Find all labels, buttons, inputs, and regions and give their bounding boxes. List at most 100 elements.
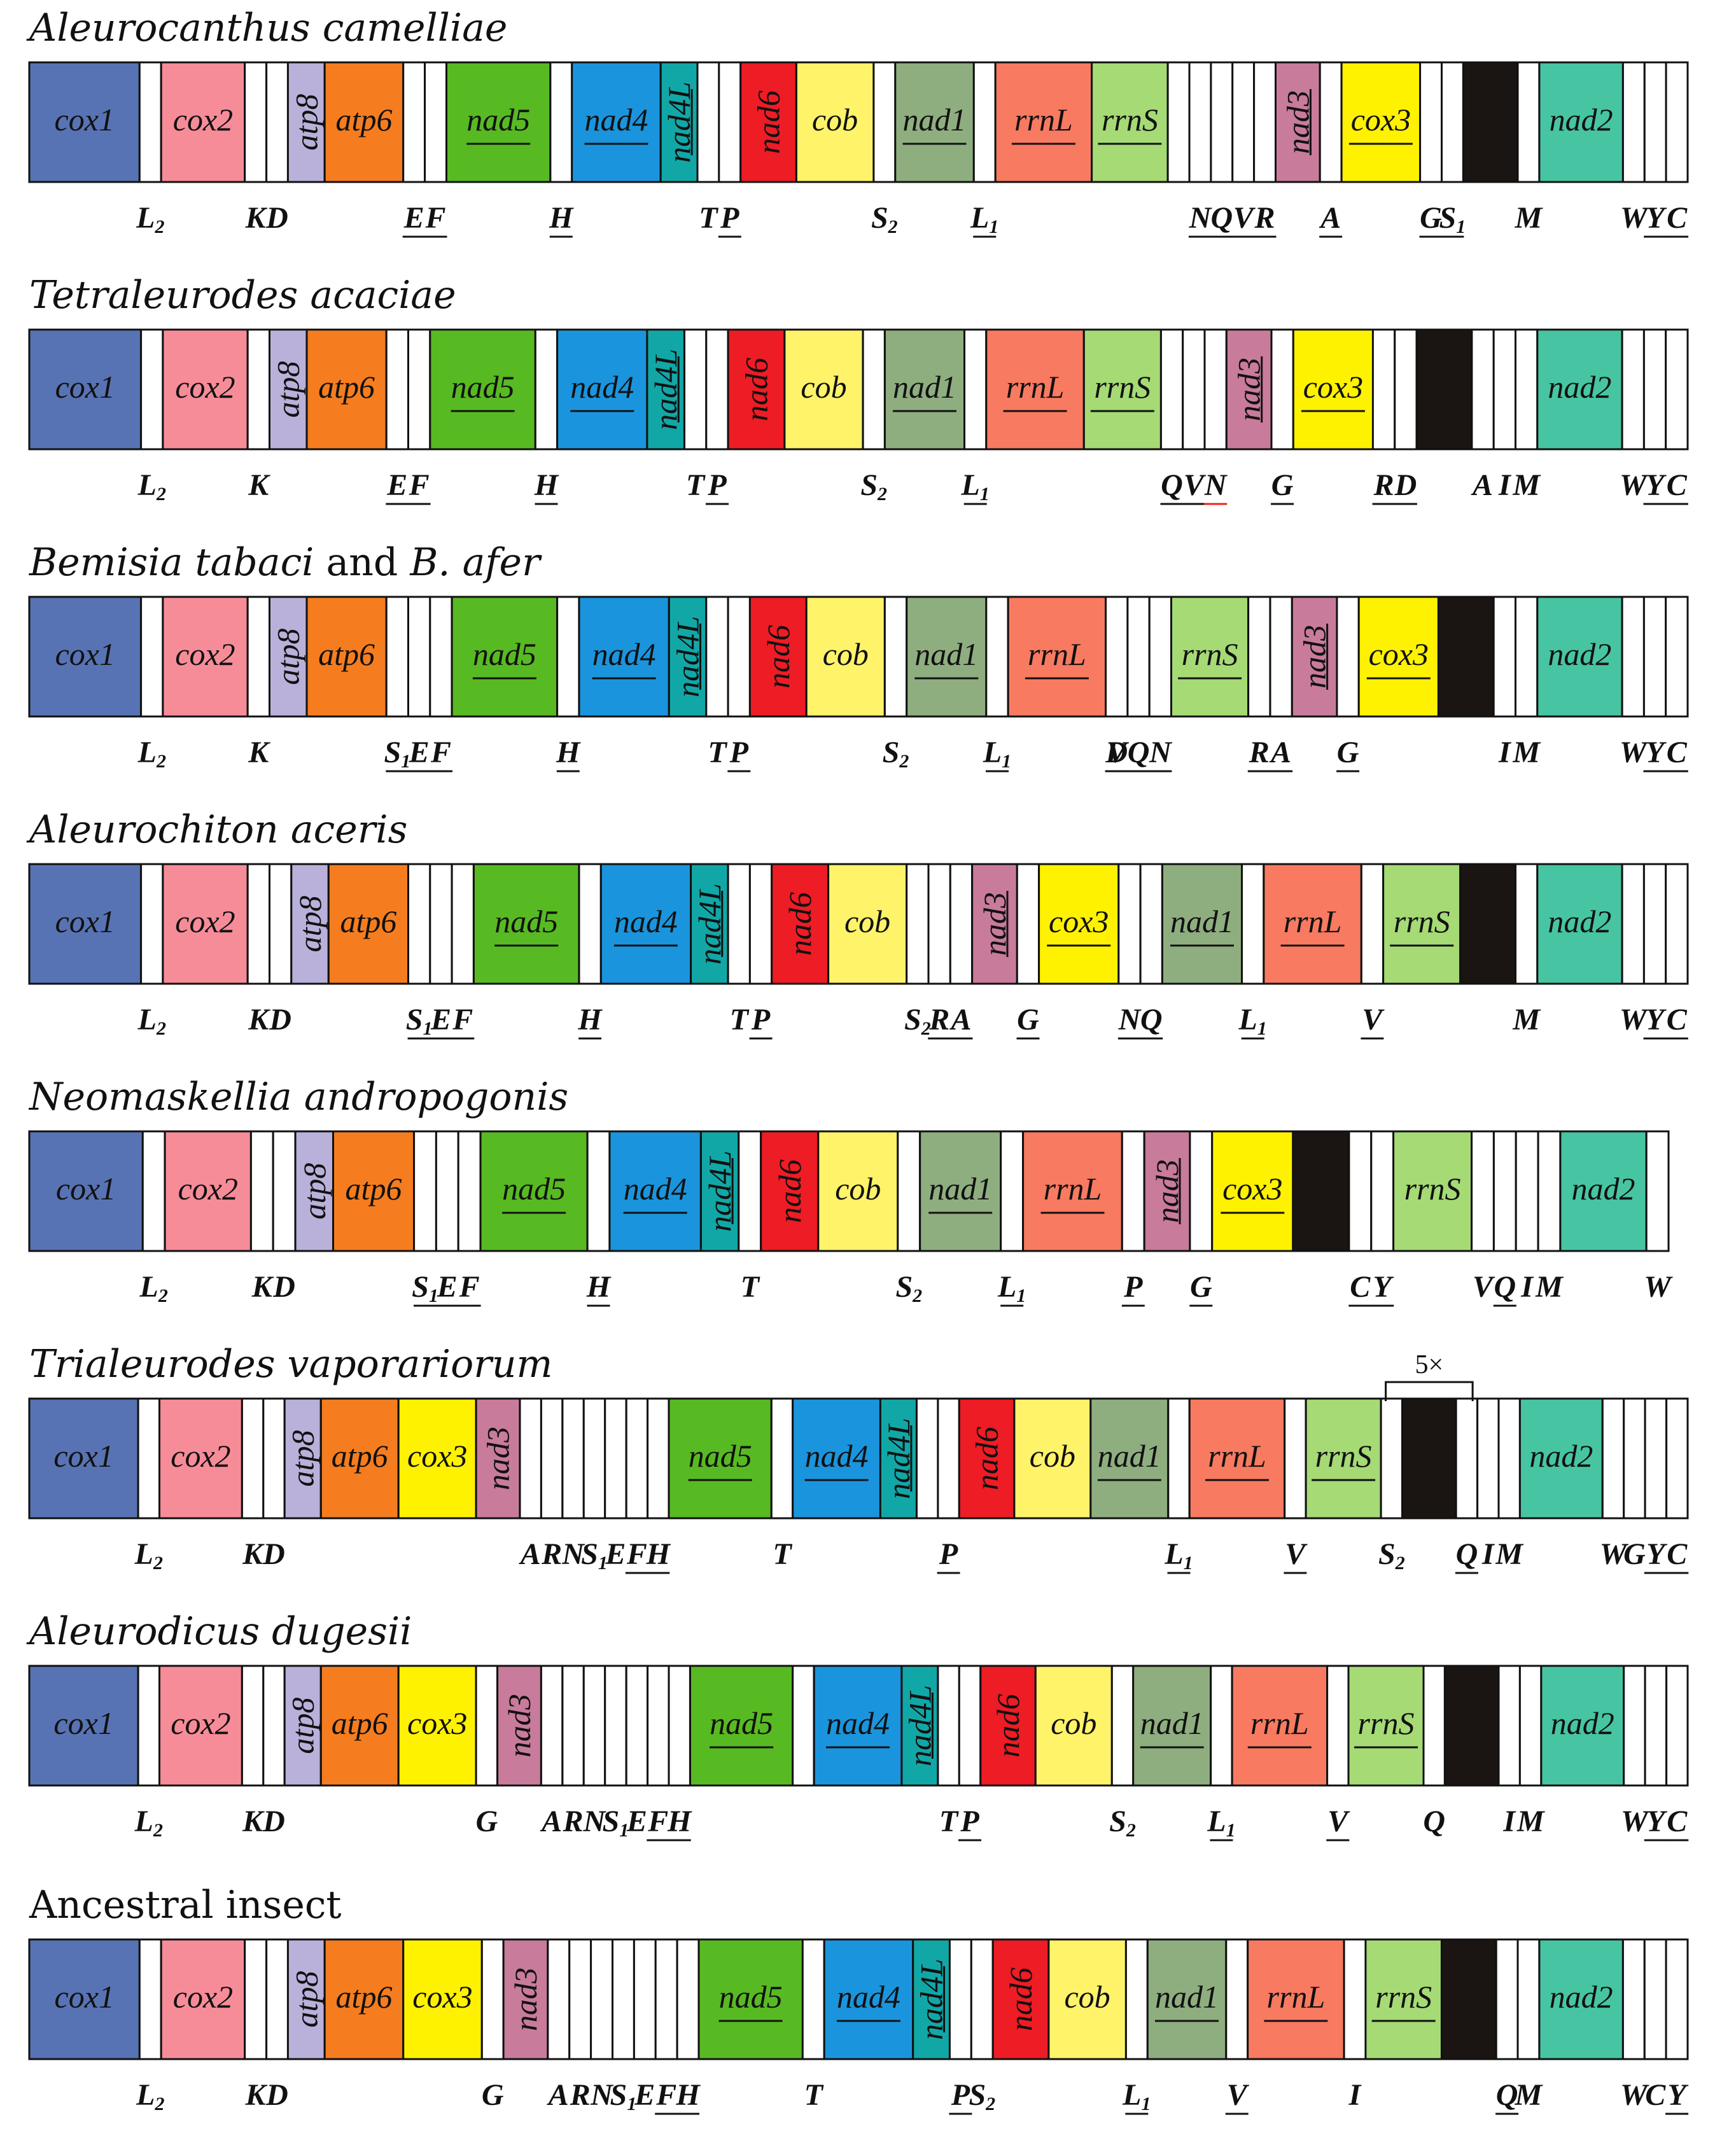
- trna-letter: S: [883, 736, 900, 769]
- trna-letter: V: [1285, 1537, 1308, 1571]
- trna-box: [1121, 1130, 1145, 1252]
- gene-label: cob: [835, 1171, 881, 1206]
- trna-box: [140, 328, 164, 451]
- trna-box: [265, 61, 290, 183]
- trna-label: G: [1190, 1270, 1212, 1304]
- trna-letter: T: [699, 201, 718, 235]
- gene-box-rrnL: [1263, 863, 1362, 985]
- trna-label: A: [949, 1003, 971, 1037]
- trna-box: [547, 1938, 571, 2060]
- gene-label: atp6: [336, 1979, 393, 2015]
- gene-box-atp8: [269, 596, 308, 718]
- trna-letter: S: [895, 1270, 913, 1304]
- trna-box: [1419, 61, 1443, 183]
- trna-label: R: [570, 2078, 591, 2112]
- gene-label: nad3: [501, 1694, 537, 1757]
- gene-label: nad6: [969, 1427, 1005, 1490]
- trna-letter: L: [137, 1003, 157, 1037]
- trna-subscript: 1: [598, 1553, 608, 1574]
- trna-letter: Y: [1646, 736, 1667, 769]
- gene-box-nad2: [1538, 61, 1624, 183]
- gene-label: cox1: [55, 904, 115, 939]
- gene-label: rrnL: [1014, 102, 1073, 137]
- gene-label: cox1: [53, 1705, 113, 1741]
- gene-label: nad1: [903, 102, 967, 137]
- gene-label: nad4: [826, 1705, 890, 1741]
- trna-letter: D: [262, 1537, 285, 1571]
- trna-subscript: 2: [888, 216, 898, 237]
- gene-label: cox3: [1369, 636, 1429, 672]
- trna-label: V: [1107, 736, 1130, 769]
- trna-box: [140, 863, 164, 985]
- gene-label: nad6: [1003, 1967, 1039, 2031]
- trna-letter: Y: [1646, 1805, 1667, 1838]
- gene-box-atp6: [323, 1938, 405, 2060]
- control-region-box: [1292, 1130, 1350, 1252]
- gene-label: atp8: [270, 361, 306, 418]
- trna-letter: P: [951, 2078, 970, 2112]
- trna-box: [1643, 61, 1667, 183]
- trna-label: W: [1644, 1270, 1673, 1304]
- trna-letter: D: [1105, 736, 1128, 769]
- gene-label: rrnS: [1375, 1979, 1432, 2015]
- gene-box-atp6: [332, 1130, 416, 1252]
- trna-letter: Q: [1423, 1805, 1445, 1838]
- trna-label: C: [1667, 1805, 1688, 1838]
- trna-label: E: [409, 736, 430, 769]
- trna-box: [1537, 1130, 1562, 1252]
- trna-label: C: [1645, 2078, 1666, 2112]
- trna-box: [1621, 863, 1645, 985]
- trna-label: K: [245, 201, 268, 235]
- trna-box: [1159, 328, 1184, 451]
- gene-box-nad4: [792, 1397, 881, 1520]
- gene-box-atp8: [269, 328, 308, 451]
- trna-letter: K: [248, 736, 270, 769]
- trna-label: E: [386, 468, 407, 502]
- trna-label: K: [245, 2078, 268, 2112]
- trna-box: [241, 1397, 265, 1520]
- gene-label: atp8: [288, 94, 324, 151]
- trna-label: L2: [137, 1003, 166, 1039]
- trna-subscript: 2: [158, 1285, 168, 1306]
- gene-label: cob: [1051, 1705, 1096, 1741]
- trna-label: E: [437, 1270, 458, 1304]
- species-title-part: Trialeurodes vaporariorum: [29, 1342, 552, 1387]
- trna-letter: L: [139, 1270, 158, 1304]
- gene-box-cox2: [158, 1397, 243, 1520]
- trna-box: [568, 1938, 592, 2060]
- trna-box: [137, 1397, 161, 1520]
- trna-box: [1166, 61, 1191, 183]
- trna-box: [738, 1130, 762, 1252]
- trna-box: [1253, 61, 1277, 183]
- trna-box: [429, 596, 453, 718]
- trna-label: A: [519, 1537, 541, 1571]
- trna-box: [727, 863, 751, 985]
- trna-letter: Q: [1140, 1003, 1163, 1037]
- trna-letter: G: [1420, 201, 1442, 235]
- gene-label: cox1: [55, 102, 115, 137]
- trna-label: Q: [1423, 1805, 1445, 1838]
- trna-letter: L: [1207, 1805, 1226, 1838]
- trna-letter: A: [1269, 736, 1291, 769]
- gene-box-rrnS: [1082, 328, 1162, 451]
- trna-letter: G: [1337, 736, 1359, 769]
- trna-subscript: 2: [153, 1820, 163, 1841]
- trna-letter: C: [1667, 468, 1688, 502]
- trna-box: [1476, 1397, 1500, 1520]
- gene-box-rrnL: [1007, 596, 1107, 718]
- gene-label: nad5: [689, 1438, 752, 1474]
- gene-box-nad3: [1143, 1130, 1191, 1252]
- gene-label: nad6: [772, 1159, 808, 1223]
- trna-box: [269, 863, 293, 985]
- trna-label: S1: [1439, 201, 1466, 237]
- species-title: Tetraleurodes acaciae: [29, 273, 456, 318]
- trna-label: L2: [136, 2078, 164, 2114]
- gene-label: rrnS: [1404, 1171, 1461, 1206]
- trna-box: [561, 1665, 585, 1787]
- gene-box-rrnS: [1091, 61, 1169, 183]
- gene-box-nad2: [1559, 1130, 1648, 1252]
- trna-label: G: [1623, 1537, 1646, 1571]
- gene-label: cox3: [1222, 1171, 1282, 1206]
- gene-label: nad3: [480, 1427, 516, 1490]
- trna-letter: T: [939, 1805, 959, 1838]
